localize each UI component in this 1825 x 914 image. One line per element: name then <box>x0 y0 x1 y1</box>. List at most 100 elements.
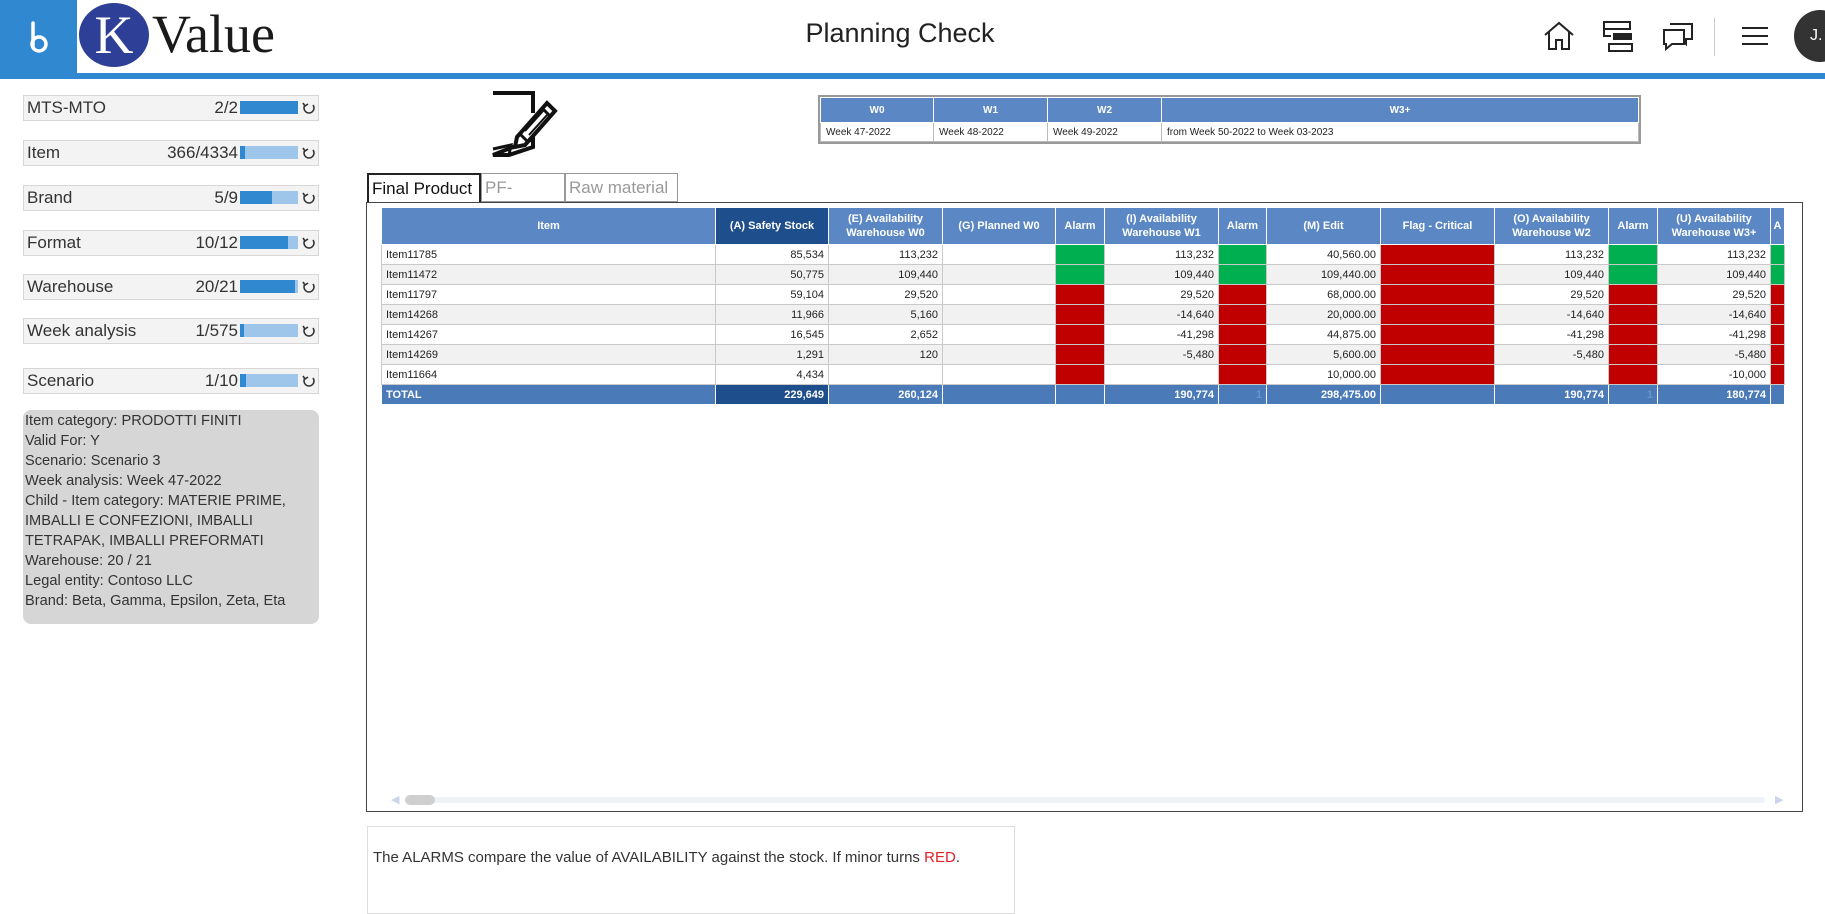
reset-icon[interactable] <box>302 372 316 390</box>
horizontal-scrollbar[interactable]: ◀ ▶ <box>391 793 1786 806</box>
total-flag-critical <box>1380 384 1495 405</box>
column-header[interactable]: Item <box>381 207 716 245</box>
column-header[interactable]: (G) Planned W0 <box>942 207 1056 245</box>
table-row[interactable]: Item14268 11,966 5,160 -14,640 20,000.00 -14,… <box>381 304 1785 325</box>
tab-pf-mp-sl[interactable]: PF-MP/SL <box>481 173 565 224</box>
availability-w3-cell: -5,480 <box>1657 344 1771 365</box>
total-availability-w1: 190,774 <box>1104 384 1219 405</box>
scroll-track[interactable] <box>405 797 1765 803</box>
table-row[interactable]: Item11664 4,434 10,000.00 -10,000 <box>381 364 1785 385</box>
edit-icon[interactable] <box>489 89 559 157</box>
column-header[interactable]: Alarm <box>1055 207 1105 245</box>
hierarchy-icon[interactable] <box>1600 18 1636 54</box>
column-header[interactable]: Alarm <box>1218 207 1267 245</box>
total-availability-w0: 260,124 <box>828 384 943 405</box>
info-line: Item category: PRODOTTI FINITI <box>25 413 242 429</box>
kvalue-logo-mark: K <box>79 3 149 67</box>
total-alarm-w3 <box>1770 384 1785 405</box>
header-separator <box>1714 18 1715 56</box>
reset-icon[interactable] <box>302 99 316 117</box>
column-header[interactable]: (M) Edit <box>1266 207 1381 245</box>
availability-w2-cell: 109,440 <box>1494 264 1609 285</box>
filter-brand[interactable]: Brand 5/9 <box>23 185 319 211</box>
filter-week-analysis[interactable]: Week analysis 1/575 <box>23 318 319 344</box>
user-avatar[interactable]: J. <box>1794 10 1825 62</box>
filter-scenario[interactable]: Scenario 1/10 <box>23 368 319 394</box>
column-header[interactable]: A <box>1770 207 1785 245</box>
availability-w1-cell <box>1104 364 1219 385</box>
column-header[interactable]: (O) Availability Warehouse W2 <box>1494 207 1609 245</box>
filter-count: 5/9 <box>214 188 238 207</box>
alarm-w3-cell <box>1770 304 1785 325</box>
column-header[interactable]: Flag - Critical <box>1380 207 1495 245</box>
total-alarm-w1: 1 <box>1218 384 1267 405</box>
filter-selection-bar <box>240 324 298 337</box>
filter-selection-fill <box>240 101 298 114</box>
filter-item[interactable]: Item 366/4334 <box>23 140 319 166</box>
item-cell: Item11664 <box>381 364 716 385</box>
filter-selection-fill <box>240 191 272 204</box>
selection-summary: Item category: PRODOTTI FINITI Valid For… <box>23 410 319 624</box>
total-label: TOTAL <box>381 384 716 405</box>
edit-cell: 5,600.00 <box>1266 344 1381 365</box>
planned-w0-cell <box>942 304 1056 325</box>
app-launcher-button[interactable] <box>0 0 77 78</box>
item-cell: Item14267 <box>381 324 716 345</box>
filter-selection-bar <box>240 146 298 159</box>
filter-format[interactable]: Format 10/12 <box>23 230 319 256</box>
filter-mts-mto[interactable]: MTS-MTO 2/2 <box>23 95 319 121</box>
chat-icon[interactable] <box>1660 18 1696 54</box>
availability-w0-cell: 29,520 <box>828 284 943 305</box>
availability-w2-cell: -5,480 <box>1494 344 1609 365</box>
column-header[interactable]: (U) Availability Warehouse W3+ <box>1657 207 1771 245</box>
availability-w2-cell: 29,520 <box>1494 284 1609 305</box>
availability-w3-cell: -10,000 <box>1657 364 1771 385</box>
availability-w1-cell: -41,298 <box>1104 324 1219 345</box>
flag-critical-cell <box>1380 284 1495 305</box>
flag-critical-cell <box>1380 344 1495 365</box>
week-value: Week 48-2022 <box>933 122 1048 142</box>
total-alarm-w0 <box>1055 384 1105 405</box>
filter-selection-bar <box>240 191 298 204</box>
table-row[interactable]: Item14267 16,545 2,652 -41,298 44,875.00 -41,… <box>381 324 1785 345</box>
planning-grid: Item (A) Safety Stock (E) Availability W… <box>381 207 1785 405</box>
alarm-w3-cell <box>1770 244 1785 265</box>
reset-icon[interactable] <box>302 278 316 296</box>
table-row[interactable]: Item11472 50,775 109,440 109,440 109,440.00 1… <box>381 264 1785 285</box>
filter-warehouse[interactable]: Warehouse 20/21 <box>23 274 319 300</box>
edit-cell: 40,560.00 <box>1266 244 1381 265</box>
planned-w0-cell <box>942 264 1056 285</box>
alarm-w0-cell <box>1055 304 1105 325</box>
table-row[interactable]: Item11797 59,104 29,520 29,520 68,000.00 29,5… <box>381 284 1785 305</box>
column-header[interactable]: (A) Safety Stock <box>715 207 829 245</box>
reset-icon[interactable] <box>302 322 316 340</box>
column-header[interactable]: (I) Availability Warehouse W1 <box>1104 207 1219 245</box>
filter-label: Brand <box>27 188 73 207</box>
alarm-w0-cell <box>1055 364 1105 385</box>
alarm-w0-cell <box>1055 244 1105 265</box>
alarm-w0-cell <box>1055 324 1105 345</box>
info-line: Brand: Beta, Gamma, Epsilon, Zeta, Eta <box>25 593 286 609</box>
table-row[interactable]: Item11785 85,534 113,232 113,232 40,560.00 11… <box>381 244 1785 265</box>
menu-icon[interactable] <box>1737 18 1773 54</box>
scroll-right-icon[interactable]: ▶ <box>1775 794 1784 806</box>
availability-w0-cell: 5,160 <box>828 304 943 325</box>
reset-icon[interactable] <box>302 234 316 252</box>
alarm-note-text: The ALARMS compare the value of AVAILABI… <box>373 849 960 866</box>
table-row[interactable]: Item14269 1,291 120 -5,480 5,600.00 -5,480 -5,… <box>381 344 1785 365</box>
scroll-thumb[interactable] <box>405 795 435 805</box>
filter-selection-fill <box>240 236 288 249</box>
home-icon[interactable] <box>1541 18 1577 54</box>
reset-icon[interactable] <box>302 189 316 207</box>
planning-grid-panel: Item (A) Safety Stock (E) Availability W… <box>366 202 1803 812</box>
filter-label: Warehouse <box>27 277 114 296</box>
availability-w3-cell: -14,640 <box>1657 304 1771 325</box>
tab-raw-material[interactable]: Raw material <box>565 173 678 202</box>
scroll-left-icon[interactable]: ◀ <box>391 794 400 806</box>
safety-stock-cell: 85,534 <box>715 244 829 265</box>
column-header[interactable]: Alarm <box>1608 207 1658 245</box>
column-header[interactable]: (E) Availability Warehouse W0 <box>828 207 943 245</box>
tab-final-product[interactable]: Final Product <box>367 173 481 202</box>
reset-icon[interactable] <box>302 144 316 162</box>
availability-w1-cell: 113,232 <box>1104 244 1219 265</box>
